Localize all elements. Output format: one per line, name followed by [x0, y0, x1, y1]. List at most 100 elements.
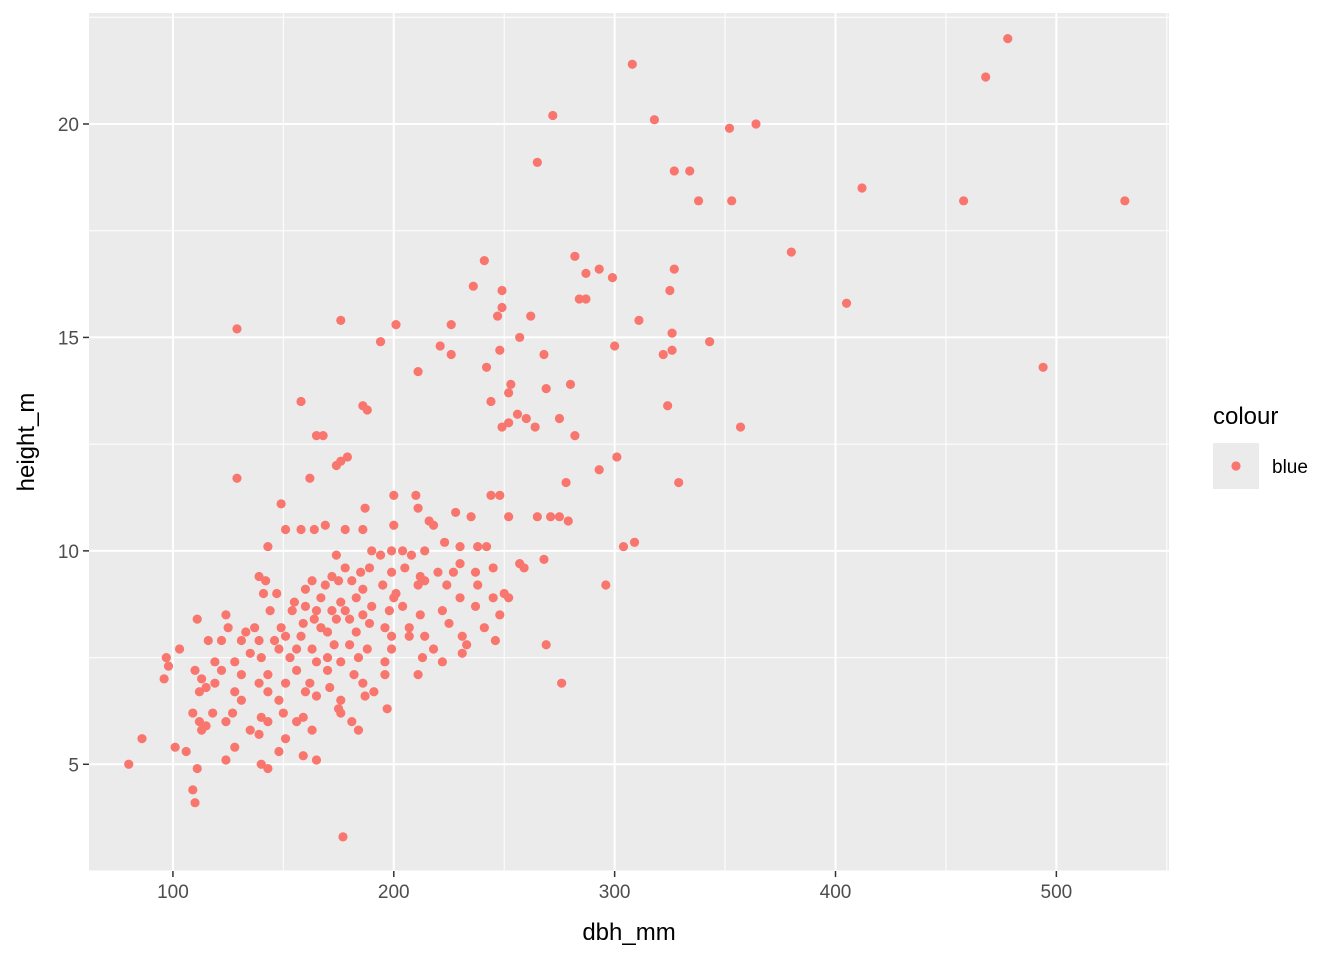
data-point — [336, 597, 346, 607]
data-point — [532, 157, 542, 168]
y-axis-title: height_m — [13, 393, 40, 492]
data-point — [305, 473, 315, 483]
data-point — [307, 644, 317, 654]
data-point — [539, 349, 549, 360]
data-point — [1038, 362, 1048, 372]
data-point — [292, 644, 302, 654]
data-point — [468, 281, 478, 291]
data-point — [340, 524, 350, 535]
data-point — [181, 746, 191, 757]
data-point — [389, 490, 399, 500]
data-point — [210, 678, 220, 688]
data-point — [201, 682, 211, 693]
data-point — [581, 268, 591, 278]
data-point — [236, 670, 246, 680]
data-point — [250, 623, 260, 633]
data-point — [298, 618, 308, 629]
data-point — [254, 571, 264, 582]
data-point — [448, 567, 459, 577]
data-point — [353, 652, 364, 663]
data-point — [437, 606, 447, 616]
data-point — [515, 332, 525, 343]
data-point — [504, 512, 514, 522]
data-point — [663, 401, 673, 411]
data-point — [705, 337, 715, 347]
data-point — [201, 721, 211, 731]
data-point — [336, 695, 346, 705]
data-point — [261, 576, 271, 586]
data-point — [685, 166, 695, 176]
data-point — [311, 755, 322, 765]
data-point — [455, 559, 465, 569]
data-point — [331, 550, 341, 560]
data-point — [347, 716, 357, 727]
data-point — [610, 341, 620, 351]
data-point — [497, 302, 507, 313]
data-point — [439, 537, 450, 547]
data-point — [481, 362, 492, 372]
x-tick-label: 500 — [1041, 882, 1073, 903]
data-point — [327, 606, 337, 616]
data-point — [223, 623, 233, 633]
legend-key-point — [1231, 461, 1241, 471]
data-point — [521, 413, 531, 424]
data-point — [455, 541, 465, 552]
data-point — [336, 315, 346, 325]
data-point — [574, 294, 584, 304]
data-point — [504, 418, 514, 428]
data-point — [216, 635, 227, 646]
data-point — [311, 691, 322, 701]
data-point — [174, 644, 185, 654]
data-point — [667, 345, 677, 355]
x-tick-label: 400 — [820, 882, 852, 903]
data-point — [170, 742, 180, 752]
data-point — [455, 593, 465, 603]
data-point — [358, 678, 368, 688]
data-point — [360, 503, 370, 513]
data-point — [322, 665, 333, 675]
data-point — [495, 610, 505, 620]
major-gridlines — [89, 13, 1169, 871]
data-point — [497, 285, 507, 296]
data-point — [364, 618, 375, 629]
data-point — [515, 559, 525, 569]
data-point — [841, 298, 852, 308]
data-point — [735, 422, 746, 432]
legend-title: colour — [1213, 403, 1278, 430]
data-point — [276, 499, 286, 509]
data-point — [320, 520, 330, 530]
data-point — [236, 695, 246, 705]
data-point — [221, 755, 231, 765]
data-point — [495, 345, 505, 355]
data-point — [506, 379, 516, 389]
data-point — [272, 588, 282, 599]
data-point — [530, 422, 540, 432]
minor-gridlines — [89, 13, 1169, 872]
data-point — [269, 635, 280, 646]
data-point — [245, 725, 255, 735]
data-point — [554, 413, 565, 424]
data-point — [298, 751, 308, 761]
data-point — [420, 546, 430, 556]
data-point — [358, 524, 368, 535]
data-point — [192, 614, 202, 624]
data-point — [404, 631, 414, 641]
data-point — [437, 657, 447, 667]
data-point — [601, 580, 611, 590]
data-point — [413, 670, 423, 680]
data-point — [285, 652, 295, 663]
data-point — [256, 712, 266, 722]
data-point — [389, 593, 399, 603]
data-point — [504, 388, 514, 398]
data-point — [375, 337, 386, 347]
data-point — [287, 606, 297, 616]
data-point — [554, 512, 565, 522]
data-point — [504, 593, 514, 603]
data-point — [265, 606, 275, 616]
data-point — [356, 567, 366, 577]
data-point — [627, 59, 637, 69]
data-point — [470, 601, 481, 611]
data-point — [389, 520, 399, 530]
data-point — [386, 567, 397, 577]
